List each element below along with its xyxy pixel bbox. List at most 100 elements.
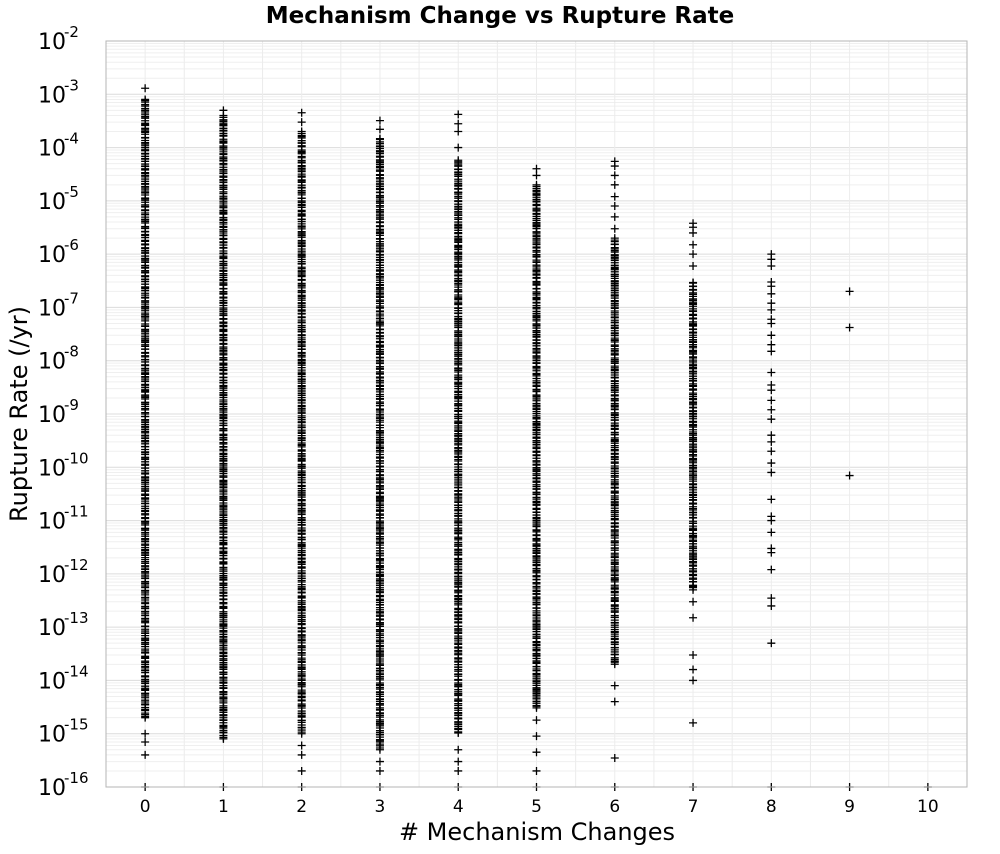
data-point — [689, 665, 698, 674]
x-tick-label: 4 — [453, 797, 464, 817]
data-point — [767, 528, 776, 537]
data-point — [767, 565, 776, 574]
data-point — [297, 750, 306, 759]
data-point — [610, 224, 619, 233]
data-point — [375, 134, 384, 143]
x-tick-label: 2 — [296, 797, 307, 817]
y-tick-label: 10 — [38, 776, 66, 801]
data-point — [610, 681, 619, 690]
data-point — [454, 757, 463, 766]
data-point — [767, 601, 776, 610]
data-point — [689, 228, 698, 237]
data-point — [610, 212, 619, 221]
data-point — [610, 171, 619, 180]
chart-title: Mechanism Change vs Rupture Rate — [266, 3, 735, 29]
y-tick-label: 10 — [38, 137, 66, 162]
data-point — [532, 171, 541, 180]
data-point — [767, 437, 776, 446]
data-point — [532, 732, 541, 741]
data-point — [219, 106, 228, 115]
x-tick-label: 3 — [375, 797, 386, 817]
data-point — [767, 447, 776, 456]
data-points — [141, 84, 932, 791]
data-point — [689, 676, 698, 685]
data-point — [610, 697, 619, 706]
y-tick-exponent: -13 — [64, 609, 89, 627]
data-point — [454, 745, 463, 754]
data-point — [767, 289, 776, 298]
data-point — [297, 108, 306, 117]
data-point — [689, 597, 698, 606]
data-point — [532, 766, 541, 775]
y-tick-exponent: -11 — [64, 503, 89, 521]
y-tick-exponent: -9 — [64, 396, 79, 414]
y-tick-label: 10 — [38, 723, 66, 748]
y-tick-label: 10 — [38, 296, 66, 321]
y-tick-exponent: -15 — [64, 716, 89, 734]
data-point — [767, 639, 776, 648]
y-tick-label: 10 — [38, 456, 66, 481]
x-axis-ticks: 0 1 2 3 4 5 6 7 8 9 10 — [140, 797, 939, 817]
data-point — [141, 84, 150, 93]
y-tick-exponent: -5 — [64, 183, 79, 201]
data-point — [454, 143, 463, 152]
y-tick-label: 10 — [38, 350, 66, 375]
data-point — [297, 741, 306, 750]
y-tick-label: 10 — [38, 563, 66, 588]
data-point — [767, 415, 776, 424]
data-point — [767, 396, 776, 405]
data-point — [767, 405, 776, 414]
data-point — [610, 234, 619, 243]
data-point — [845, 323, 854, 332]
y-tick-exponent: -16 — [64, 769, 89, 787]
data-point — [454, 127, 463, 136]
y-tick-exponent: -10 — [64, 449, 89, 467]
data-point — [767, 368, 776, 377]
data-point — [767, 386, 776, 395]
y-tick-label: 10 — [38, 669, 66, 694]
data-point — [767, 305, 776, 314]
data-point — [610, 192, 619, 201]
x-tick-label: 1 — [218, 797, 229, 817]
y-tick-label: 10 — [38, 190, 66, 215]
x-axis-label: # Mechanism Changes — [399, 818, 675, 846]
data-point — [767, 319, 776, 328]
data-point — [454, 110, 463, 119]
x-tick-label: 8 — [766, 797, 777, 817]
y-tick-exponent: -6 — [64, 236, 79, 254]
data-point — [141, 750, 150, 759]
data-point — [767, 282, 776, 291]
y-tick-exponent: -12 — [64, 556, 89, 574]
data-point — [454, 766, 463, 775]
y-axis-ticks: 10-210-310-410-510-610-710-810-910-1010-… — [38, 23, 89, 801]
y-tick-label: 10 — [38, 510, 66, 535]
data-point — [141, 95, 150, 104]
x-tick-label: 10 — [917, 797, 939, 817]
data-point — [454, 119, 463, 128]
data-point — [767, 468, 776, 477]
data-point — [297, 766, 306, 775]
x-tick-label: 7 — [688, 797, 699, 817]
data-point — [532, 180, 541, 189]
data-point — [375, 125, 384, 134]
plot-area-border — [105, 40, 968, 788]
data-point — [689, 240, 698, 249]
data-point — [297, 127, 306, 136]
x-tick-label: 0 — [140, 797, 151, 817]
data-point — [767, 516, 776, 525]
data-point — [141, 737, 150, 746]
data-point — [767, 347, 776, 356]
data-point — [689, 718, 698, 727]
data-point — [689, 261, 698, 270]
y-tick-exponent: -14 — [64, 662, 89, 680]
data-point — [454, 156, 463, 165]
data-point — [610, 754, 619, 763]
data-point — [767, 459, 776, 468]
data-point — [375, 766, 384, 775]
data-point — [767, 331, 776, 340]
data-point — [689, 250, 698, 259]
y-tick-exponent: -2 — [64, 23, 79, 41]
data-point — [767, 261, 776, 270]
